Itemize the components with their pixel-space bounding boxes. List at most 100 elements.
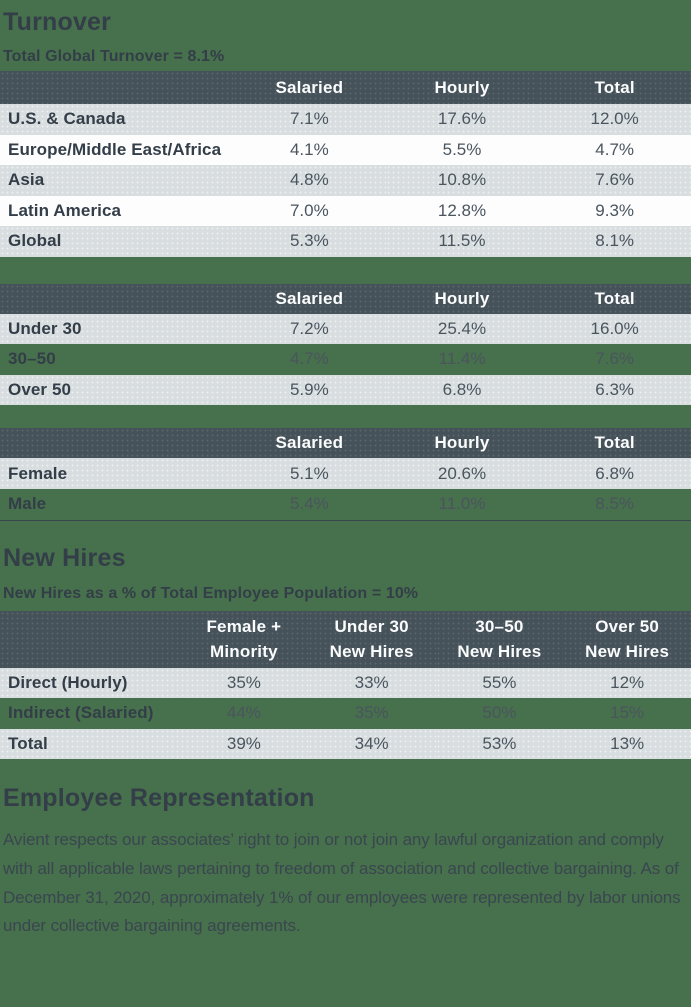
column-header-hourly: Hourly [385,71,539,104]
row-label: Male [0,489,233,521]
column-header-line1: Over 50 [595,617,660,636]
row-label: U.S. & Canada [0,104,233,135]
cell-value: 7.0% [233,195,386,226]
cell-value: 12.8% [385,195,539,226]
cell-value: 5.5% [385,134,539,165]
column-header-salaried: Salaried [233,283,386,314]
cell-value: 6.8% [538,458,691,489]
cell-value: 5.1% [233,458,386,489]
cell-value: 12.0% [538,104,691,135]
cell-value: 8.1% [538,226,691,257]
cell-value: 15% [610,703,645,723]
table-row: Under 30 7.2% 25.4% 16.0% [0,313,691,344]
cell-value: 6.8% [385,374,539,405]
column-header-under30: Under 30 New Hires [307,610,436,668]
column-header-line2: New Hires [585,642,670,661]
table-row: Global 5.3% 11.5% 8.1% [0,226,691,257]
column-header-line2: New Hires [329,642,414,661]
row-label: Global [0,226,233,257]
turnover-by-region-table: Salaried Hourly Total U.S. & Canada 7.1%… [0,71,691,257]
row-label: Asia [0,165,233,196]
table-row: Europe/Middle East/Africa 4.1% 5.5% 4.7% [0,134,691,165]
cell-value: 11.4% [438,349,486,369]
new-hires-subtitle: New Hires as a % of Total Employee Popul… [3,584,419,602]
cell-value: 11.0% [385,489,539,521]
turnover-by-age-table: Salaried Hourly Total Under 30 7.2% 25.4… [0,283,691,405]
cell-value: 5.3% [233,226,386,257]
cell-value: 9.3% [538,195,691,226]
table-header-row: Salaried Hourly Total [0,71,691,104]
turnover-subtitle: Total Global Turnover = 8.1% [3,48,225,65]
cell-value: 7.1% [233,104,386,135]
cell-value: 25.4% [385,313,539,344]
column-header-line2: New Hires [457,642,542,661]
cell-value: 5.9% [233,374,386,405]
row-label: Over 50 [0,374,233,405]
row-label: Direct (Hourly) [0,667,180,698]
row-label: Europe/Middle East/Africa [0,134,233,165]
column-header-total: Total [538,71,691,104]
cell-value: 33% [307,667,436,698]
cell-value: 10.8% [385,165,539,196]
cell-value: 53% [435,728,564,759]
column-header-30-50: 30–50 New Hires [435,610,564,668]
column-header-line1: 30–50 [475,617,524,636]
header-spacer [0,428,233,458]
header-spacer [0,283,233,314]
column-header-total: Total [538,428,691,458]
table-row: Indirect (Salaried) 44% 35% 50% 15% [0,698,691,729]
row-label: Indirect (Salaried) [8,703,154,723]
employee-representation-body: Avient respects our associates’ right to… [3,830,681,936]
row-label: Total [0,728,180,759]
employee-representation-section-title: Employee Representation [3,784,315,812]
table-row: Female 5.1% 20.6% 6.8% [0,458,691,489]
row-label: Latin America [0,195,233,226]
table-header-row: Salaried Hourly Total [0,428,691,458]
row-label: Under 30 [0,313,233,344]
row-label: Female [0,458,233,489]
cell-value: 7.6% [595,349,635,369]
turnover-section-title: Turnover [3,8,112,36]
column-header-salaried: Salaried [233,71,386,104]
cell-value: 7.6% [538,165,691,196]
table-header-row: Salaried Hourly Total [0,283,691,314]
table-row: U.S. & Canada 7.1% 17.6% 12.0% [0,104,691,135]
new-hires-section-title: New Hires [3,543,126,572]
cell-value: 17.6% [385,104,539,135]
column-header-hourly: Hourly [385,428,539,458]
cell-value: 4.7% [289,349,329,369]
cell-value: 6.3% [538,374,691,405]
cell-value: 5.4% [233,489,386,521]
header-spacer [0,71,233,104]
cell-value: 4.7% [538,134,691,165]
cell-value: 4.8% [233,165,386,196]
table-row: 30–50 4.7% 11.4% 7.6% [0,344,691,375]
cell-value: 20.6% [385,458,539,489]
table-row: Direct (Hourly) 35% 33% 55% 12% [0,667,691,698]
turnover-by-gender-table: Salaried Hourly Total Female 5.1% 20.6% … [0,428,691,521]
table-row: Over 50 5.9% 6.8% 6.3% [0,374,691,405]
column-header-line1: Under 30 [334,617,409,636]
cell-value: 35% [354,703,389,723]
cell-value: 44% [226,703,261,723]
table-header-row: Female + Minority Under 30 New Hires 30–… [0,610,691,668]
cell-value: 8.5% [538,489,691,521]
cell-value: 55% [435,667,564,698]
header-spacer [0,610,180,668]
table-row: Male 5.4% 11.0% 8.5% [0,489,691,521]
column-header-hourly: Hourly [385,283,539,314]
cell-value: 4.1% [233,134,386,165]
column-header-salaried: Salaried [233,428,386,458]
cell-value: 12% [563,667,691,698]
cell-value: 13% [563,728,691,759]
column-header-total: Total [538,283,691,314]
table-row: Asia 4.8% 10.8% 7.6% [0,165,691,196]
table-row: Latin America 7.0% 12.8% 9.3% [0,195,691,226]
column-header-line2: Minority [210,642,278,661]
row-label: 30–50 [8,349,56,369]
new-hires-table: Female + Minority Under 30 New Hires 30–… [0,610,691,759]
table-row: Total 39% 34% 53% 13% [0,728,691,759]
cell-value: 50% [482,703,517,723]
cell-value: 39% [180,728,308,759]
